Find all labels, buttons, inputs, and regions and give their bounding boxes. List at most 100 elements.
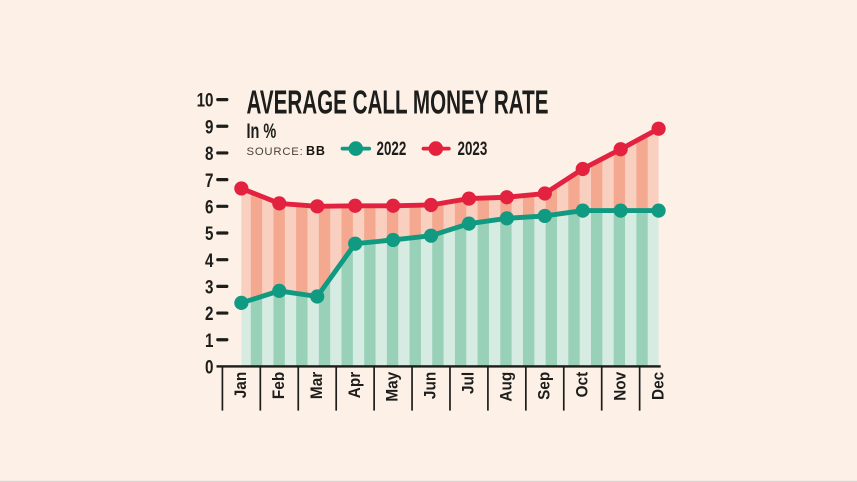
legend-2023-label: 2023	[458, 139, 488, 160]
stripe-2022	[534, 210, 546, 368]
marker-2022-feb	[272, 283, 287, 298]
x-axis-tick	[221, 367, 224, 411]
chart-title: AVERAGE CALL MONEY RATE	[247, 84, 549, 121]
stripe-2022	[375, 210, 388, 368]
stripe-2023	[341, 128, 354, 303]
stripe-2022	[613, 210, 626, 368]
x-tick-label: Apr	[346, 372, 364, 398]
stripe-2022	[579, 210, 592, 368]
marker-2023-jan	[234, 181, 249, 196]
x-axis-tick	[411, 367, 413, 411]
source-label: SOURCE:	[247, 146, 304, 158]
stripe-2023	[318, 128, 331, 303]
y-tick-dash	[216, 178, 229, 182]
x-tick-label: Dec	[650, 372, 668, 400]
stripe-2022	[625, 210, 637, 368]
stripe-2022	[443, 210, 456, 368]
stripe-2023	[409, 128, 422, 303]
y-tick-label: 7	[205, 169, 213, 191]
stripe-2022	[556, 210, 569, 368]
stripe-2022	[500, 210, 512, 368]
marker-2022-dec	[651, 203, 666, 218]
chart-legend: 2022 2023	[340, 139, 488, 160]
stripe-2022	[647, 210, 659, 368]
stripe-2023	[420, 128, 433, 303]
y-tick-dash	[216, 151, 229, 155]
x-axis-tick	[297, 367, 300, 411]
marker-2023-jul	[461, 191, 477, 206]
x-axis-tick	[600, 367, 603, 411]
stripe-2022	[545, 210, 558, 368]
stripe-2023	[330, 128, 342, 303]
stripe-2023	[307, 128, 320, 303]
stripe-2023	[364, 128, 376, 303]
stripe-2023	[241, 128, 252, 303]
marker-2022-may	[385, 232, 401, 248]
x-axis-tick	[373, 367, 375, 411]
stripe-2023	[250, 128, 263, 303]
stripe-2022	[420, 210, 433, 368]
legend-item-2022: 2022	[340, 139, 407, 160]
stripe-2023	[386, 128, 399, 303]
y-tick-dash	[216, 258, 229, 262]
stripe-2022	[466, 210, 478, 368]
stripe-2023	[296, 128, 308, 303]
stripe-2022	[488, 210, 501, 368]
stripe-2022	[636, 210, 649, 368]
marker-2023-oct	[575, 161, 590, 177]
y-tick-label: 1	[205, 329, 214, 351]
legend-2022-dot-icon	[348, 141, 364, 156]
stripe-2022	[432, 210, 444, 368]
x-axis-line	[216, 365, 661, 368]
x-tick-label: Jun	[422, 372, 440, 399]
y-tick-label: 10	[197, 89, 214, 111]
marker-2022-jan	[234, 295, 249, 311]
bottom-edge-line	[0, 480, 857, 482]
chart-subtitle: In %	[247, 119, 277, 142]
source-value: BB	[306, 144, 326, 158]
legend-2022-label: 2022	[377, 139, 407, 160]
y-tick-dash	[216, 284, 229, 288]
stripe-2023	[352, 128, 365, 303]
stripe-2023	[477, 128, 490, 303]
x-axis-tick	[487, 367, 489, 411]
marker-2023-jun	[423, 197, 439, 213]
chart-header: AVERAGE CALL MONEY RATE In % SOURCE: BB	[247, 84, 549, 158]
marker-2023-nov	[613, 142, 628, 157]
marker-2023-dec	[651, 121, 666, 136]
x-tick-label: Aug	[498, 372, 516, 402]
y-tick-label: 2	[205, 302, 213, 324]
marker-2022-oct	[575, 203, 590, 218]
stripe-2022	[364, 210, 376, 368]
y-tick-dash	[216, 98, 229, 102]
stripe-2023	[443, 128, 456, 303]
y-tick-label: 5	[205, 222, 214, 244]
stripe-2022	[386, 210, 399, 368]
y-tick-dash	[216, 204, 229, 208]
marker-2023-may	[385, 198, 401, 213]
marker-2022-mar	[310, 289, 325, 304]
x-tick-label: Oct	[574, 371, 592, 397]
x-axis-tick	[524, 367, 527, 411]
line-series-layer	[234, 121, 666, 311]
marker-2022-sep	[537, 208, 552, 224]
x-tick-label: Jul	[460, 372, 478, 394]
y-tick-label: 3	[205, 276, 213, 298]
y-tick-label: 4	[205, 249, 214, 271]
y-tick-dash	[216, 311, 229, 315]
marker-2022-apr	[348, 236, 363, 251]
marker-2023-feb	[272, 196, 287, 211]
stripe-2022	[477, 210, 490, 368]
y-tick-dash	[216, 231, 229, 235]
stripe-2022	[591, 210, 603, 368]
stripe-2022	[398, 210, 410, 368]
x-tick-label: May	[384, 372, 402, 402]
y-tick-label: 9	[205, 116, 213, 138]
stripe-2022	[568, 210, 580, 368]
stripe-2023	[273, 128, 286, 303]
legend-item-2023: 2023	[421, 139, 488, 160]
stripe-2022	[352, 210, 365, 368]
marker-2022-jun	[423, 228, 439, 243]
marker-2023-sep	[537, 186, 552, 201]
